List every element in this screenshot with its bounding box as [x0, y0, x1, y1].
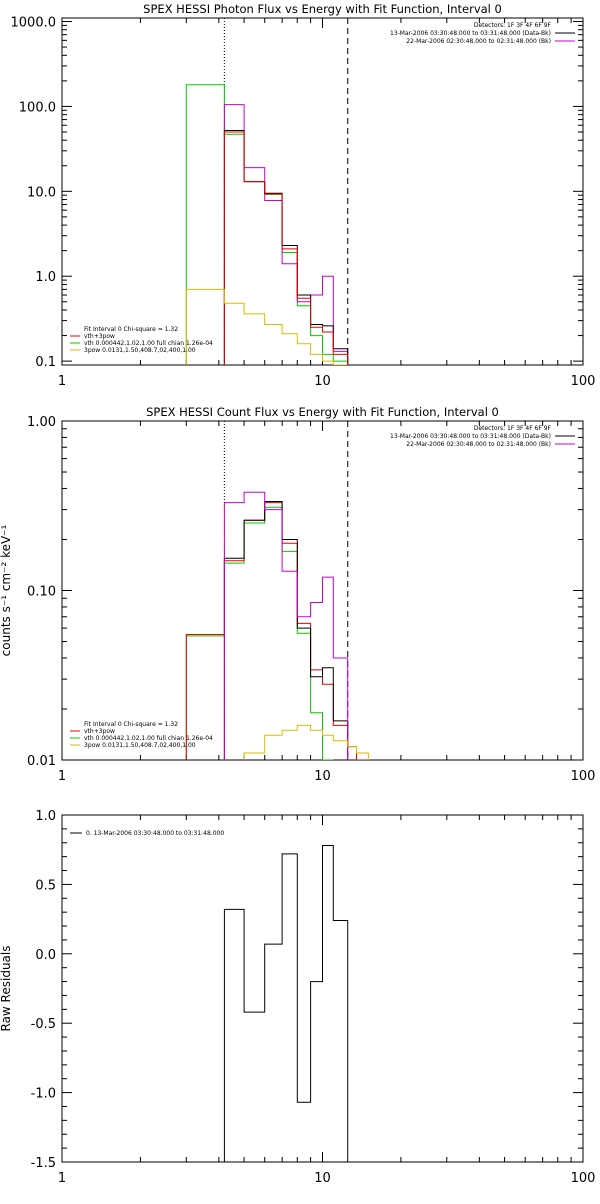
x-tick-label: 10 [314, 769, 331, 784]
x-tick-label: 100 [571, 374, 596, 389]
legend-left-entry: Fit Interval 0 Chi-square = 1.32 [84, 721, 178, 728]
series-line-3 [223, 131, 349, 365]
y-tick-label: 10.0 [27, 185, 56, 200]
y-tick-label: 0.10 [27, 585, 56, 600]
x-tick-label: 10 [314, 1171, 331, 1186]
series-line-2 [223, 130, 349, 365]
legend-right-entry: Detectors: 1F 3F 4F 6F 9F [474, 425, 552, 432]
y-axis-label: Raw Residuals [0, 946, 13, 1032]
x-tick-label: 1 [58, 769, 66, 784]
y-tick-label: -1.0 [31, 1087, 56, 1102]
legend-right-entry: 13-Mar-2006 03:30:48.000 to 03:31:48.000… [390, 30, 551, 37]
legend-left-entry: 3pow 0.0131,1.50,408.7,02,400,1.00 [84, 742, 196, 749]
legend-left-entry: 3pow 0.0131,1.50,408.7,02,400,1.00 [84, 347, 196, 354]
y-tick-label: 1.0 [35, 270, 56, 285]
legend-right-entry: 22-Mar-2006 02:30:48.000 to 02:31:48.000… [406, 38, 551, 45]
y-tick-label: 0.5 [35, 878, 56, 893]
series-line-3 [223, 491, 349, 760]
plot-frame [61, 17, 584, 366]
x-tick-label: 100 [571, 769, 596, 784]
chart-title: SPEX HESSI Count Flux vs Energy with Fit… [146, 405, 499, 419]
y-tick-label: -0.5 [31, 1017, 56, 1032]
legend-left-entry: vth 0.000442,1.02,1.00 full chian 1.26e-… [84, 735, 213, 742]
legend-right-entry: 13-Mar-2006 03:30:48.000 to 03:31:48.000… [390, 433, 551, 440]
x-tick-label: 10 [314, 374, 331, 389]
chart-title: SPEX HESSI Photon Flux vs Energy with Fi… [143, 2, 502, 16]
y-tick-label: 1.00 [27, 415, 56, 430]
legend-top-entry: 0. 13-Mar-2006 03:30:48.000 to 03:31:48.… [86, 830, 224, 837]
x-tick-label: 1 [58, 374, 66, 389]
legend-right-entry: 22-Mar-2006 02:30:48.000 to 02:31:48.000… [406, 441, 551, 448]
series-line-0 [223, 845, 349, 1162]
series-line-4 [185, 288, 348, 365]
series-line-0 [185, 84, 349, 365]
legend-left-entry: Fit Interval 0 Chi-square = 1.32 [84, 326, 178, 333]
series-line-2 [223, 501, 349, 760]
y-tick-label: 1000.0 [11, 16, 57, 31]
y-tick-label: 0.01 [27, 754, 56, 769]
series-line-0 [185, 506, 334, 760]
legend-left-entry: vth 0.000442,1.02,1.00 full chian 1.26e-… [84, 340, 213, 347]
y-tick-label: 100.0 [19, 100, 56, 115]
y-axis-label: counts s⁻¹ cm⁻² keV⁻¹ [0, 524, 13, 656]
y-tick-label: -1.5 [31, 1156, 56, 1171]
y-tick-label: 0.1 [35, 355, 56, 370]
legend-left-entry: vth+3pow [84, 333, 115, 340]
y-tick-label: 0.0 [35, 948, 56, 963]
x-tick-label: 100 [571, 1171, 596, 1186]
series-line-4 [243, 724, 369, 760]
legend-left-entry: vth+3pow [84, 728, 115, 735]
legend-right-entry: Detectors: 1F 3F 4F 6F 9F [474, 22, 552, 29]
x-tick-label: 1 [58, 1171, 66, 1186]
y-tick-label: 1.0 [35, 809, 56, 824]
